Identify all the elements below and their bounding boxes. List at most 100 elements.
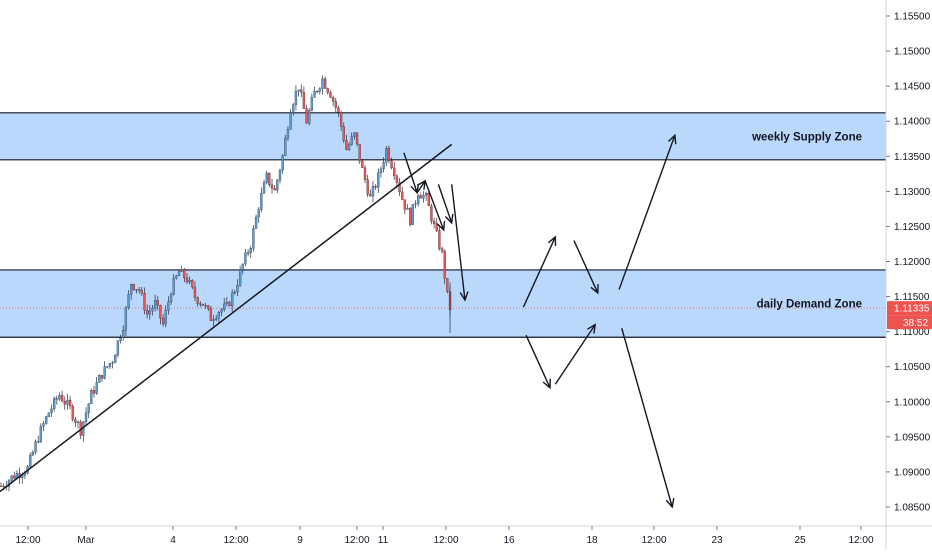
candle-body: [363, 167, 367, 180]
candle-body: [108, 363, 112, 367]
candle-body: [13, 475, 16, 479]
candle-body: [228, 301, 231, 307]
labels-layer: weekly Supply Zone daily Demand Zone: [751, 131, 862, 310]
candle-body: [385, 148, 388, 163]
candle-body: [10, 475, 13, 481]
candle-body: [276, 179, 279, 191]
candle-body: [220, 309, 223, 313]
projection-arrow-2: [424, 180, 445, 231]
candle-body: [199, 303, 202, 305]
projection-arrowhead-2: [436, 220, 446, 232]
x-tick-label-5: 12:00: [344, 535, 369, 546]
candle-body: [249, 248, 252, 253]
candle-body: [350, 136, 353, 145]
candle-body: [68, 399, 72, 407]
projection-arrow-5: [522, 236, 556, 308]
candle-body: [300, 89, 303, 93]
candle-body: [347, 144, 351, 150]
trendline: [0, 143, 453, 493]
candle-body: [254, 216, 258, 229]
y-tick-label-12: 1.09500: [894, 432, 931, 443]
candle-body: [294, 91, 298, 105]
candle-body: [379, 168, 383, 173]
candle-body: [236, 285, 239, 293]
projection-arrow-10: [621, 327, 673, 508]
x-tick-label-10: 12:00: [641, 535, 666, 546]
candle-body: [292, 104, 295, 113]
zone-rect-1: [0, 269, 886, 338]
candle-body: [212, 319, 215, 321]
candle-body: [204, 305, 207, 307]
candle-body: [262, 182, 266, 194]
candle-body: [369, 194, 372, 197]
candle-body: [406, 208, 409, 210]
candle-body: [252, 228, 255, 249]
candle-body: [416, 195, 420, 204]
x-tick-label-12: 25: [794, 535, 806, 546]
candle-body: [127, 293, 130, 309]
candle-body: [310, 97, 314, 111]
candle-body: [201, 303, 205, 306]
zone-label-0: weekly Supply Zone: [751, 131, 862, 143]
candle-body: [390, 160, 393, 169]
candle-body: [432, 221, 436, 224]
candle-body: [241, 263, 244, 271]
candle-body: [366, 179, 369, 195]
candle-body: [87, 403, 90, 413]
candle-body: [63, 401, 66, 405]
projection-arrowhead-10: [665, 498, 675, 509]
candle-body: [143, 293, 146, 311]
candle-body: [135, 289, 138, 291]
candle-body: [374, 185, 377, 188]
candle-body: [42, 423, 45, 427]
candle-body: [47, 412, 50, 417]
projection-arrowhead-5: [547, 235, 557, 246]
candle-body: [424, 193, 428, 196]
candle-body: [268, 172, 271, 186]
candle-body: [438, 230, 441, 249]
y-tick-label-13: 1.09000: [894, 467, 931, 478]
candle-body: [55, 398, 58, 400]
candle-body: [114, 354, 117, 363]
current-price-value: 1.11335: [894, 304, 930, 315]
candle-body: [377, 172, 380, 188]
projection-arrow-1: [416, 180, 426, 194]
y-tick-label-11: 1.10000: [894, 397, 931, 408]
x-tick-label-2: 4: [170, 535, 176, 546]
projection-arrowhead-9: [587, 323, 597, 334]
x-tick-label-1: Mar: [77, 535, 95, 546]
candle-body: [329, 92, 332, 98]
candle-body: [50, 408, 53, 414]
projection-arrowhead-8: [542, 378, 551, 390]
candle-body: [231, 292, 234, 307]
candle-body: [116, 340, 120, 356]
y-tick-label-3: 1.14000: [894, 117, 931, 128]
candle-body: [52, 398, 56, 410]
candle-body: [122, 329, 125, 338]
candle-body: [398, 182, 401, 193]
candle-body: [207, 305, 210, 309]
candle-body: [334, 101, 337, 108]
candle-body: [103, 366, 106, 379]
countdown-tag: [887, 315, 932, 330]
candle-body: [273, 188, 276, 191]
x-tick-label-4: 9: [297, 535, 303, 546]
candle-body: [326, 88, 329, 93]
x-tick-label-9: 18: [586, 535, 598, 546]
candle-body: [45, 416, 48, 424]
candles-layer: [0, 75, 452, 492]
candle-body: [145, 310, 149, 315]
candle-body: [138, 289, 141, 291]
candle-body: [100, 375, 104, 379]
candle-body: [244, 252, 247, 265]
candle-body: [90, 390, 93, 405]
candle-body: [185, 277, 189, 283]
candle-body: [289, 112, 292, 130]
candle-body: [382, 162, 385, 170]
candle-body: [169, 294, 173, 303]
projection-arrow-9: [554, 324, 596, 385]
candle-body: [172, 278, 175, 295]
candle-body: [238, 269, 242, 286]
